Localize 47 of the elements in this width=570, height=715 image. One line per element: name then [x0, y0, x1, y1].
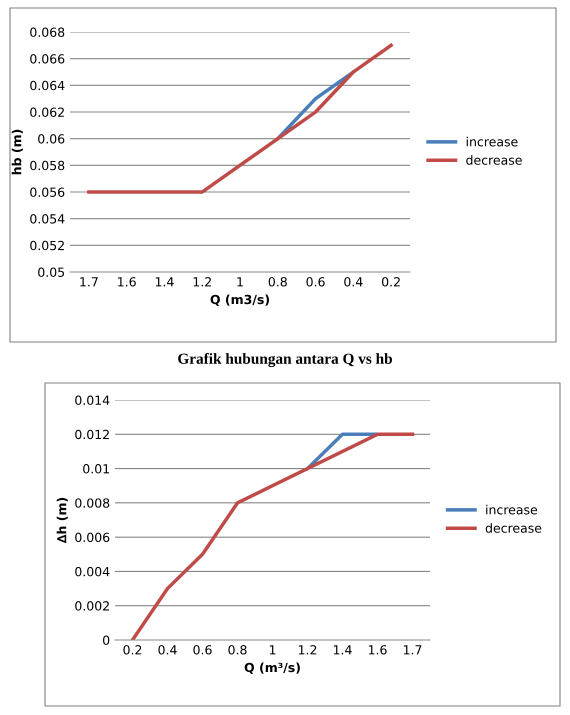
y-tick-label: 0.064 [30, 80, 64, 90]
x-tick-label: 1.2 [298, 645, 316, 654]
legend-label: increase [486, 504, 538, 514]
x-tick-label: 1.6 [118, 277, 136, 287]
y-tick-label: 0.066 [30, 54, 64, 64]
line-series [130, 432, 414, 640]
x-tick-label: 1 [270, 645, 276, 654]
y-tick-label: 0.068 [30, 27, 64, 37]
text: Grafik hubungan antara Q vs hb [178, 352, 392, 368]
x-tick-label: 1.6 [368, 645, 387, 655]
legend-label: decrease [486, 523, 542, 533]
y-tick-label: 0 [103, 635, 110, 645]
x-tick-label: 0.2 [123, 645, 142, 655]
x-tick-label: 0.8 [228, 645, 247, 655]
x-tick-label: 0.6 [193, 645, 212, 655]
x-tick-label: 0.4 [344, 277, 363, 287]
x-axis-title: Q (m³/s) [244, 662, 300, 674]
line-series [87, 44, 393, 194]
y-tick-label: 0.054 [30, 214, 64, 224]
legend-label: increase [466, 136, 518, 146]
x-tick-label: 1.4 [334, 645, 352, 654]
x-tick-label: 0.2 [382, 277, 400, 287]
x-tick-label: 1.7 [404, 645, 422, 654]
x-tick-label: 0.6 [306, 277, 325, 287]
y-tick-label: 0.062 [30, 107, 64, 117]
y-tick-label: 0.002 [75, 601, 109, 611]
x-tick-label: 1.4 [156, 277, 174, 286]
x-tick-label: 0.4 [158, 645, 177, 655]
y-tick-label: 0.008 [75, 498, 110, 508]
y-tick-label: 0.056 [30, 187, 64, 197]
y-tick-label: 0.06 [38, 134, 64, 144]
y-tick-label: 0.01 [83, 464, 109, 474]
x-tick-label: 1.2 [194, 277, 211, 286]
y-tick-label: 0.014 [75, 395, 110, 405]
x-tick-label: 0.8 [268, 277, 287, 287]
legend-label: decrease [466, 155, 522, 165]
x-tick-label: 1 [237, 277, 243, 286]
y-tick-label: 0.052 [30, 240, 64, 250]
y-axis-title: ∆h (m) [56, 498, 68, 544]
y-axis-title: hb (m) [12, 130, 23, 174]
y-tick-label: 0.058 [30, 160, 64, 170]
y-tick-label: 0.006 [75, 532, 110, 542]
y-tick-label: 0.004 [75, 566, 110, 576]
y-tick-label: 0.05 [38, 267, 64, 277]
y-tick-label: 0.012 [75, 430, 109, 440]
x-axis-title: Q (m3/s) [210, 294, 269, 306]
x-tick-label: 1.7 [80, 277, 98, 286]
